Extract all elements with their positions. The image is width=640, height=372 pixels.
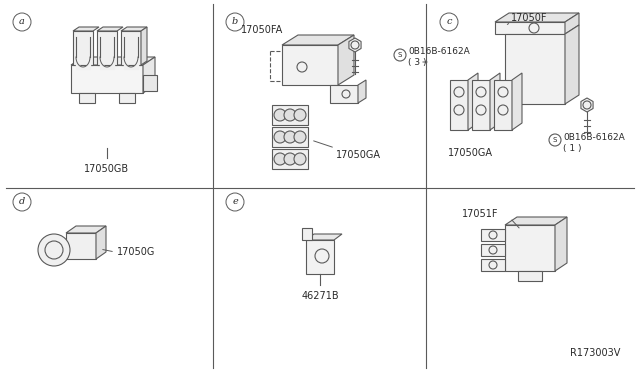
Circle shape bbox=[284, 109, 296, 121]
Text: b: b bbox=[232, 17, 238, 26]
Polygon shape bbox=[272, 149, 308, 169]
Polygon shape bbox=[468, 73, 478, 130]
Polygon shape bbox=[490, 73, 500, 130]
Polygon shape bbox=[330, 85, 358, 103]
Polygon shape bbox=[349, 38, 361, 52]
Text: 17050FA: 17050FA bbox=[241, 25, 284, 35]
Polygon shape bbox=[512, 73, 522, 130]
Text: 46271B: 46271B bbox=[301, 291, 339, 301]
Polygon shape bbox=[505, 217, 567, 225]
Text: e: e bbox=[232, 198, 238, 206]
Circle shape bbox=[294, 109, 306, 121]
Polygon shape bbox=[495, 13, 579, 22]
Text: 0B16B-6162A: 0B16B-6162A bbox=[408, 48, 470, 57]
Text: 17050GA: 17050GA bbox=[448, 148, 493, 158]
Circle shape bbox=[274, 153, 286, 165]
Polygon shape bbox=[338, 35, 354, 85]
Text: 0B16B-6162A: 0B16B-6162A bbox=[563, 132, 625, 141]
Polygon shape bbox=[71, 65, 143, 93]
Polygon shape bbox=[472, 80, 490, 130]
Text: 17050GA: 17050GA bbox=[336, 150, 381, 160]
Circle shape bbox=[284, 153, 296, 165]
Polygon shape bbox=[306, 234, 342, 240]
Polygon shape bbox=[71, 57, 155, 65]
Text: 17050G: 17050G bbox=[117, 247, 156, 257]
Text: ( 1 ): ( 1 ) bbox=[563, 144, 582, 153]
Polygon shape bbox=[119, 93, 135, 103]
Polygon shape bbox=[555, 217, 567, 271]
Polygon shape bbox=[141, 27, 147, 65]
Polygon shape bbox=[565, 13, 579, 34]
Polygon shape bbox=[73, 31, 93, 65]
Polygon shape bbox=[79, 93, 95, 103]
Text: a: a bbox=[19, 17, 25, 26]
Polygon shape bbox=[358, 80, 366, 103]
Text: R173003V: R173003V bbox=[570, 348, 620, 358]
Polygon shape bbox=[272, 105, 308, 125]
Polygon shape bbox=[282, 35, 354, 45]
Text: 17051F: 17051F bbox=[461, 209, 498, 219]
Polygon shape bbox=[143, 75, 157, 91]
Polygon shape bbox=[505, 34, 565, 104]
Polygon shape bbox=[272, 127, 308, 147]
Polygon shape bbox=[494, 80, 512, 130]
Polygon shape bbox=[505, 225, 555, 271]
Polygon shape bbox=[302, 228, 312, 240]
Polygon shape bbox=[481, 244, 505, 256]
Text: d: d bbox=[19, 198, 25, 206]
Polygon shape bbox=[97, 31, 117, 65]
Circle shape bbox=[294, 131, 306, 143]
Polygon shape bbox=[450, 80, 468, 130]
Polygon shape bbox=[97, 27, 123, 31]
Polygon shape bbox=[481, 259, 505, 271]
Text: 17050F: 17050F bbox=[511, 13, 547, 23]
Polygon shape bbox=[495, 22, 565, 34]
Polygon shape bbox=[481, 229, 505, 241]
Polygon shape bbox=[73, 27, 99, 31]
Polygon shape bbox=[96, 226, 106, 259]
Text: c: c bbox=[446, 17, 452, 26]
Polygon shape bbox=[121, 31, 141, 65]
Polygon shape bbox=[581, 98, 593, 112]
Polygon shape bbox=[518, 271, 542, 281]
Text: 17050GB: 17050GB bbox=[84, 164, 129, 174]
Polygon shape bbox=[66, 226, 106, 233]
Polygon shape bbox=[565, 25, 579, 104]
Circle shape bbox=[38, 234, 70, 266]
Circle shape bbox=[284, 131, 296, 143]
Polygon shape bbox=[282, 45, 338, 85]
Circle shape bbox=[294, 153, 306, 165]
Polygon shape bbox=[306, 240, 334, 274]
Text: ( 3 ): ( 3 ) bbox=[408, 58, 426, 67]
Polygon shape bbox=[143, 57, 155, 93]
Polygon shape bbox=[121, 27, 147, 31]
Text: S: S bbox=[398, 52, 402, 58]
Circle shape bbox=[274, 131, 286, 143]
Text: S: S bbox=[553, 137, 557, 143]
Polygon shape bbox=[66, 233, 96, 259]
Circle shape bbox=[274, 109, 286, 121]
